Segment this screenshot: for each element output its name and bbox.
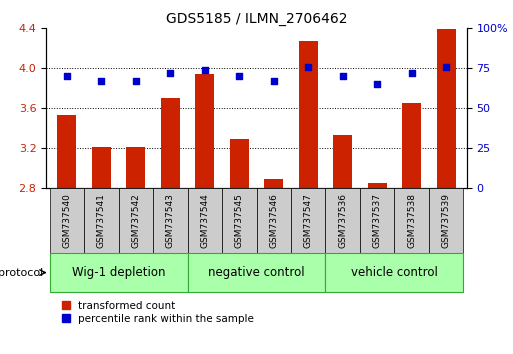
Point [407,70,416,76]
Text: GSM737542: GSM737542 [131,193,141,248]
Point [235,73,243,79]
Text: GSM737539: GSM737539 [442,193,450,248]
Bar [394,188,429,253]
Text: negative control: negative control [208,266,305,279]
Text: GSM737547: GSM737547 [304,193,313,248]
Bar [92,147,111,188]
Bar [402,103,421,188]
Text: GSM737541: GSM737541 [97,193,106,248]
Bar [256,188,291,253]
Bar [161,98,180,188]
Point [97,78,106,84]
Bar [222,188,256,253]
Text: GSM737546: GSM737546 [269,193,278,248]
Bar [299,41,318,188]
Point [201,67,209,73]
Text: GSM737538: GSM737538 [407,193,416,248]
Point [373,81,381,87]
Bar [188,188,222,253]
Bar [195,74,214,188]
Bar [437,29,456,188]
Point [304,64,312,69]
Bar [57,115,76,188]
Text: GSM737543: GSM737543 [166,193,175,248]
Text: GSM737544: GSM737544 [200,193,209,248]
Bar [429,188,463,253]
Text: Wig-1 depletion: Wig-1 depletion [72,266,165,279]
Bar [264,179,283,188]
Point [442,64,450,69]
Point [132,78,140,84]
Bar [119,188,153,253]
Text: GSM737545: GSM737545 [235,193,244,248]
Bar [50,253,188,292]
Bar [84,188,119,253]
Bar [50,188,84,253]
Bar [325,253,463,292]
Bar [333,135,352,188]
Point [339,73,347,79]
Text: GSM737537: GSM737537 [372,193,382,248]
Bar [188,253,325,292]
Bar [360,188,394,253]
Bar [153,188,188,253]
Legend: transformed count, percentile rank within the sample: transformed count, percentile rank withi… [62,301,254,324]
Text: GSM737540: GSM737540 [63,193,71,248]
Bar [368,183,387,188]
Text: GSM737536: GSM737536 [338,193,347,248]
Title: GDS5185 / ILMN_2706462: GDS5185 / ILMN_2706462 [166,12,347,26]
Text: vehicle control: vehicle control [351,266,438,279]
Bar [291,188,325,253]
Bar [126,147,145,188]
Text: protocol: protocol [0,268,43,278]
Bar [230,139,249,188]
Point [166,70,174,76]
Point [63,73,71,79]
Bar [325,188,360,253]
Point [270,78,278,84]
